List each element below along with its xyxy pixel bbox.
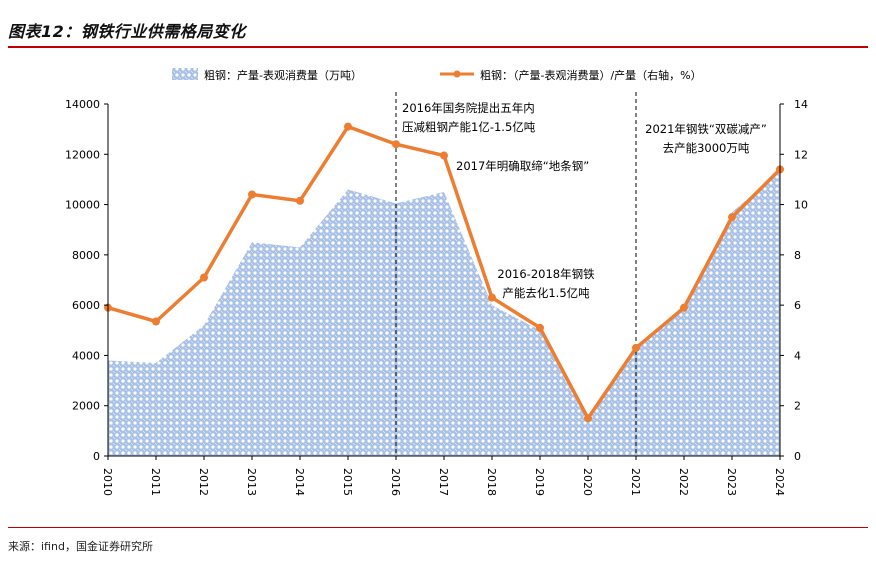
x-tick-label: 2014 bbox=[293, 468, 306, 496]
axes: 0 2000 4000 6000 8000 10000 12000 14000 0 2 4 6 8 10 1… bbox=[65, 98, 808, 496]
y-left-tick-label: 0 bbox=[93, 450, 100, 463]
y-right-tick-label: 2 bbox=[794, 400, 801, 413]
y-right-tick-label: 4 bbox=[794, 349, 801, 362]
plot-area bbox=[104, 92, 784, 456]
line-point-2012 bbox=[200, 273, 208, 282]
source-rule bbox=[8, 527, 868, 528]
y-right-tick-label: 12 bbox=[794, 148, 808, 161]
x-tick-label: 2022 bbox=[677, 468, 690, 496]
x-tick-label: 2024 bbox=[773, 468, 786, 496]
line-point-2018 bbox=[488, 293, 496, 302]
line-point-2011 bbox=[152, 317, 160, 326]
y-right-tick-label: 10 bbox=[794, 199, 808, 212]
x-tick-label: 2011 bbox=[149, 468, 162, 496]
x-tick-label: 2013 bbox=[245, 468, 258, 496]
annotation-3-line-1: 去产能3000万吨 bbox=[663, 141, 750, 155]
y-left-tick-label: 14000 bbox=[65, 98, 100, 111]
x-tick-label: 2010 bbox=[101, 468, 114, 496]
y-left-tick-label: 10000 bbox=[65, 199, 100, 212]
y-left-tick-label: 6000 bbox=[72, 299, 100, 312]
y-right-tick-label: 0 bbox=[794, 450, 801, 463]
x-tick-label: 2019 bbox=[533, 468, 546, 496]
y-left-tick-label: 8000 bbox=[72, 249, 100, 262]
x-tick-label: 2012 bbox=[197, 468, 210, 496]
y-left-tick-label: 12000 bbox=[65, 148, 100, 161]
annotation-0-line-0: 2016年国务院提出五年内 bbox=[402, 101, 535, 115]
line-point-2022 bbox=[680, 303, 688, 312]
line-point-2021 bbox=[632, 343, 640, 352]
x-tick-label: 2021 bbox=[629, 468, 642, 496]
legend-line-marker bbox=[453, 70, 461, 78]
line-point-2023 bbox=[728, 213, 736, 222]
annotation-0-line-1: 压减粗钢产能1亿-1.5亿吨 bbox=[402, 120, 536, 134]
x-tick-label: 2020 bbox=[581, 468, 594, 496]
x-tick-label: 2015 bbox=[341, 468, 354, 496]
y-right-tick-label: 6 bbox=[794, 299, 801, 312]
chart-title: 图表12：钢铁行业供需格局变化 bbox=[8, 22, 246, 41]
y-right-tick-label: 8 bbox=[794, 249, 801, 262]
legend-line-label: 粗钢：（产量-表观消费量）/产量（右轴，%） bbox=[480, 68, 702, 82]
x-tick-label: 2023 bbox=[725, 468, 738, 496]
line-point-2014 bbox=[296, 196, 304, 205]
source-note: 来源：ifind，国金证券研究所 bbox=[8, 540, 153, 553]
y-left-tick-label: 2000 bbox=[72, 400, 100, 413]
x-tick-label: 2017 bbox=[437, 468, 450, 496]
line-point-2020 bbox=[584, 414, 592, 423]
title-rule bbox=[8, 46, 868, 48]
line-point-2013 bbox=[248, 190, 256, 199]
y-right-tick-label: 14 bbox=[794, 98, 808, 111]
line-point-2016 bbox=[392, 140, 400, 149]
x-tick-label: 2016 bbox=[389, 468, 402, 496]
annotation-1-line-0: 2017年明确取缔“地条钢” bbox=[456, 159, 589, 173]
x-tick-label: 2018 bbox=[485, 468, 498, 496]
line-point-2017 bbox=[440, 151, 448, 160]
y-left-tick-label: 4000 bbox=[72, 349, 100, 362]
annotation-3-line-0: 2021年钢铁“双碳减产” bbox=[645, 122, 767, 136]
legend-area-label: 粗钢：产量-表观消费量（万吨） bbox=[204, 68, 362, 82]
legend-area-swatch bbox=[172, 68, 198, 80]
annotation-2-line-0: 2016-2018年钢铁 bbox=[497, 267, 595, 281]
annotation-2-line-1: 产能去化1.5亿吨 bbox=[502, 286, 590, 300]
line-point-2019 bbox=[536, 323, 544, 332]
line-point-2015 bbox=[344, 122, 352, 131]
legend: 粗钢：产量-表观消费量（万吨） 粗钢：（产量-表观消费量）/产量（右轴，%） bbox=[172, 68, 702, 82]
